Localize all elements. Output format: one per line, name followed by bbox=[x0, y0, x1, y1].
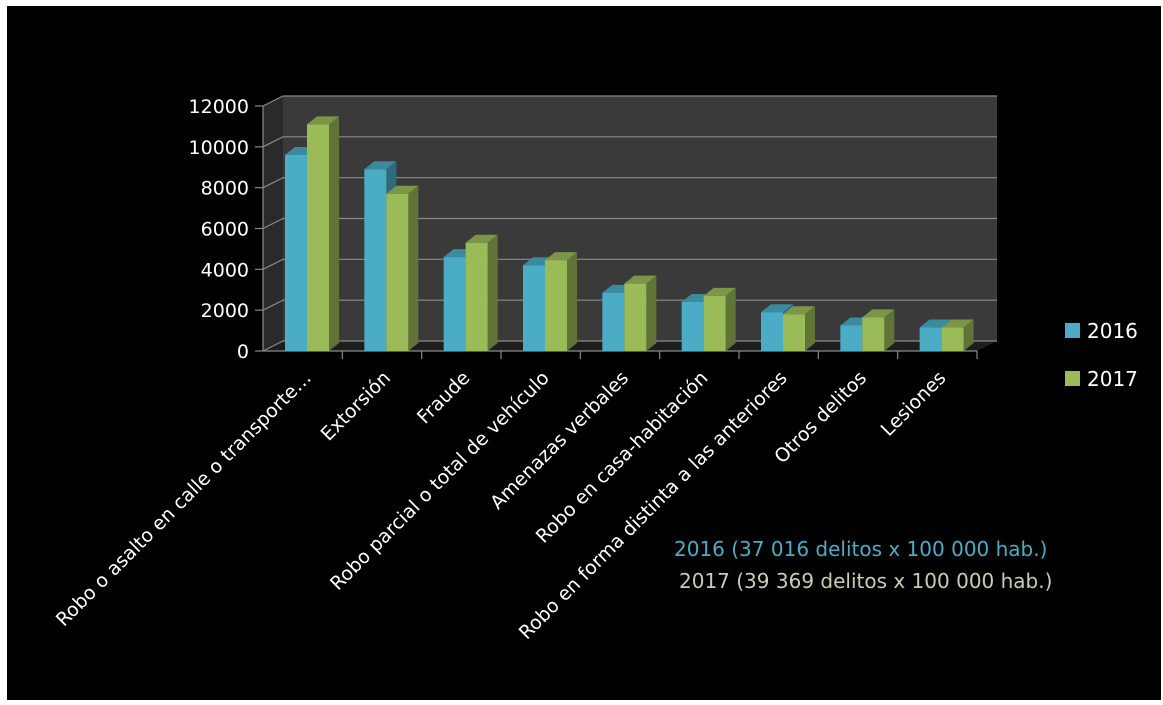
gridlines bbox=[262, 95, 997, 352]
x-axis-labels: Robo o asalto en calle o transporte… Exto… bbox=[52, 367, 951, 644]
chart-canvas: 0 2000 4000 6000 8000 10000 12000 Robo o asalt… bbox=[52, 95, 1138, 644]
annotation-2017-total: 2017 (39 369 delitos x 100 000 hab.) bbox=[679, 569, 1053, 593]
x-tick-label: Extorsión bbox=[317, 367, 395, 445]
chart-area: 0 2000 4000 6000 8000 10000 12000 Robo o asalt… bbox=[7, 6, 1161, 700]
gridline bbox=[262, 258, 997, 270]
bar-2017 bbox=[703, 287, 736, 351]
bar-2017 bbox=[386, 185, 419, 351]
bar-2017 bbox=[862, 309, 895, 351]
x-tick-label: Robo o asalto en calle o transporte… bbox=[52, 367, 316, 631]
x-tick-label: Fraude bbox=[413, 367, 474, 428]
x-axis-ticks bbox=[341, 351, 978, 359]
legend-swatch-2016 bbox=[1065, 323, 1080, 338]
bar-series bbox=[285, 116, 974, 351]
y-tick-label: 6000 bbox=[201, 219, 249, 241]
y-tick-label: 4000 bbox=[201, 259, 249, 281]
gridline bbox=[262, 177, 997, 189]
gridline bbox=[262, 136, 997, 148]
x-tick-label: Amenazas verbales bbox=[486, 367, 633, 514]
y-tick-label: 12000 bbox=[189, 96, 249, 118]
gridline bbox=[262, 340, 997, 352]
y-tick-label: 10000 bbox=[189, 137, 249, 159]
bar-2017 bbox=[624, 275, 657, 351]
legend-swatch-2017 bbox=[1065, 371, 1080, 386]
y-axis: 0 2000 4000 6000 8000 10000 12000 bbox=[189, 96, 977, 363]
bar-2017 bbox=[545, 252, 577, 351]
bar-2017 bbox=[783, 306, 815, 351]
x-tick-label: Lesiones bbox=[877, 367, 951, 441]
bar-2017 bbox=[465, 234, 498, 351]
y-tick-label: 0 bbox=[237, 341, 249, 363]
y-tick-label: 2000 bbox=[201, 300, 249, 322]
gridline bbox=[262, 95, 997, 107]
bar-2017 bbox=[307, 116, 339, 351]
bar-2017 bbox=[941, 319, 974, 351]
legend-label-2017: 2017 bbox=[1087, 367, 1138, 391]
gridline bbox=[262, 299, 997, 311]
legend: 2016 2017 bbox=[1065, 319, 1138, 391]
x-tick-label: Robo en forma distinta a las anteriores bbox=[515, 367, 792, 644]
y-tick-label: 8000 bbox=[201, 178, 249, 200]
gridline bbox=[262, 217, 997, 230]
legend-label-2016: 2016 bbox=[1087, 319, 1138, 343]
annotation-2016-total: 2016 (37 016 delitos x 100 000 hab.) bbox=[674, 537, 1048, 561]
